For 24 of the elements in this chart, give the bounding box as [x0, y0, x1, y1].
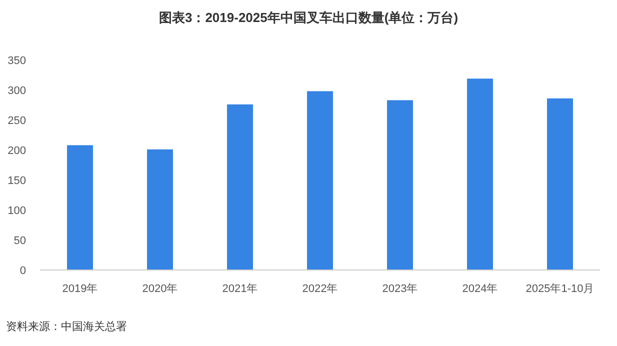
y-tick-label: 0: [20, 265, 26, 277]
x-tick-label: 2021年: [222, 283, 258, 295]
text: 资料来源：中国海关总署: [6, 320, 127, 333]
x-tick-label: 2019年: [62, 283, 98, 295]
bar: [547, 98, 573, 270]
y-tick-label: 300: [8, 85, 26, 97]
bar: [467, 78, 493, 270]
y-tick-label: 200: [8, 145, 26, 157]
x-tick-label: 2020年: [142, 283, 178, 295]
bar: [67, 145, 93, 270]
y-tick-label: 50: [14, 235, 26, 247]
y-tick-label: 100: [8, 205, 26, 217]
bar: [227, 104, 253, 270]
y-tick-label: 250: [8, 115, 26, 127]
x-tick-label: 2025年1-10月: [526, 283, 594, 295]
bar: [147, 149, 173, 270]
y-tick-label: 350: [8, 55, 26, 67]
y-tick-label: 150: [8, 175, 26, 187]
x-tick-label: 2022年: [302, 283, 338, 295]
x-tick-label: 2023年: [382, 283, 418, 295]
x-tick-label: 2024年: [462, 283, 498, 295]
bar: [387, 100, 413, 270]
chart-title: 图表3：2019-2025年中国叉车出口数量(单位：万台): [158, 10, 458, 25]
bar: [307, 91, 333, 270]
